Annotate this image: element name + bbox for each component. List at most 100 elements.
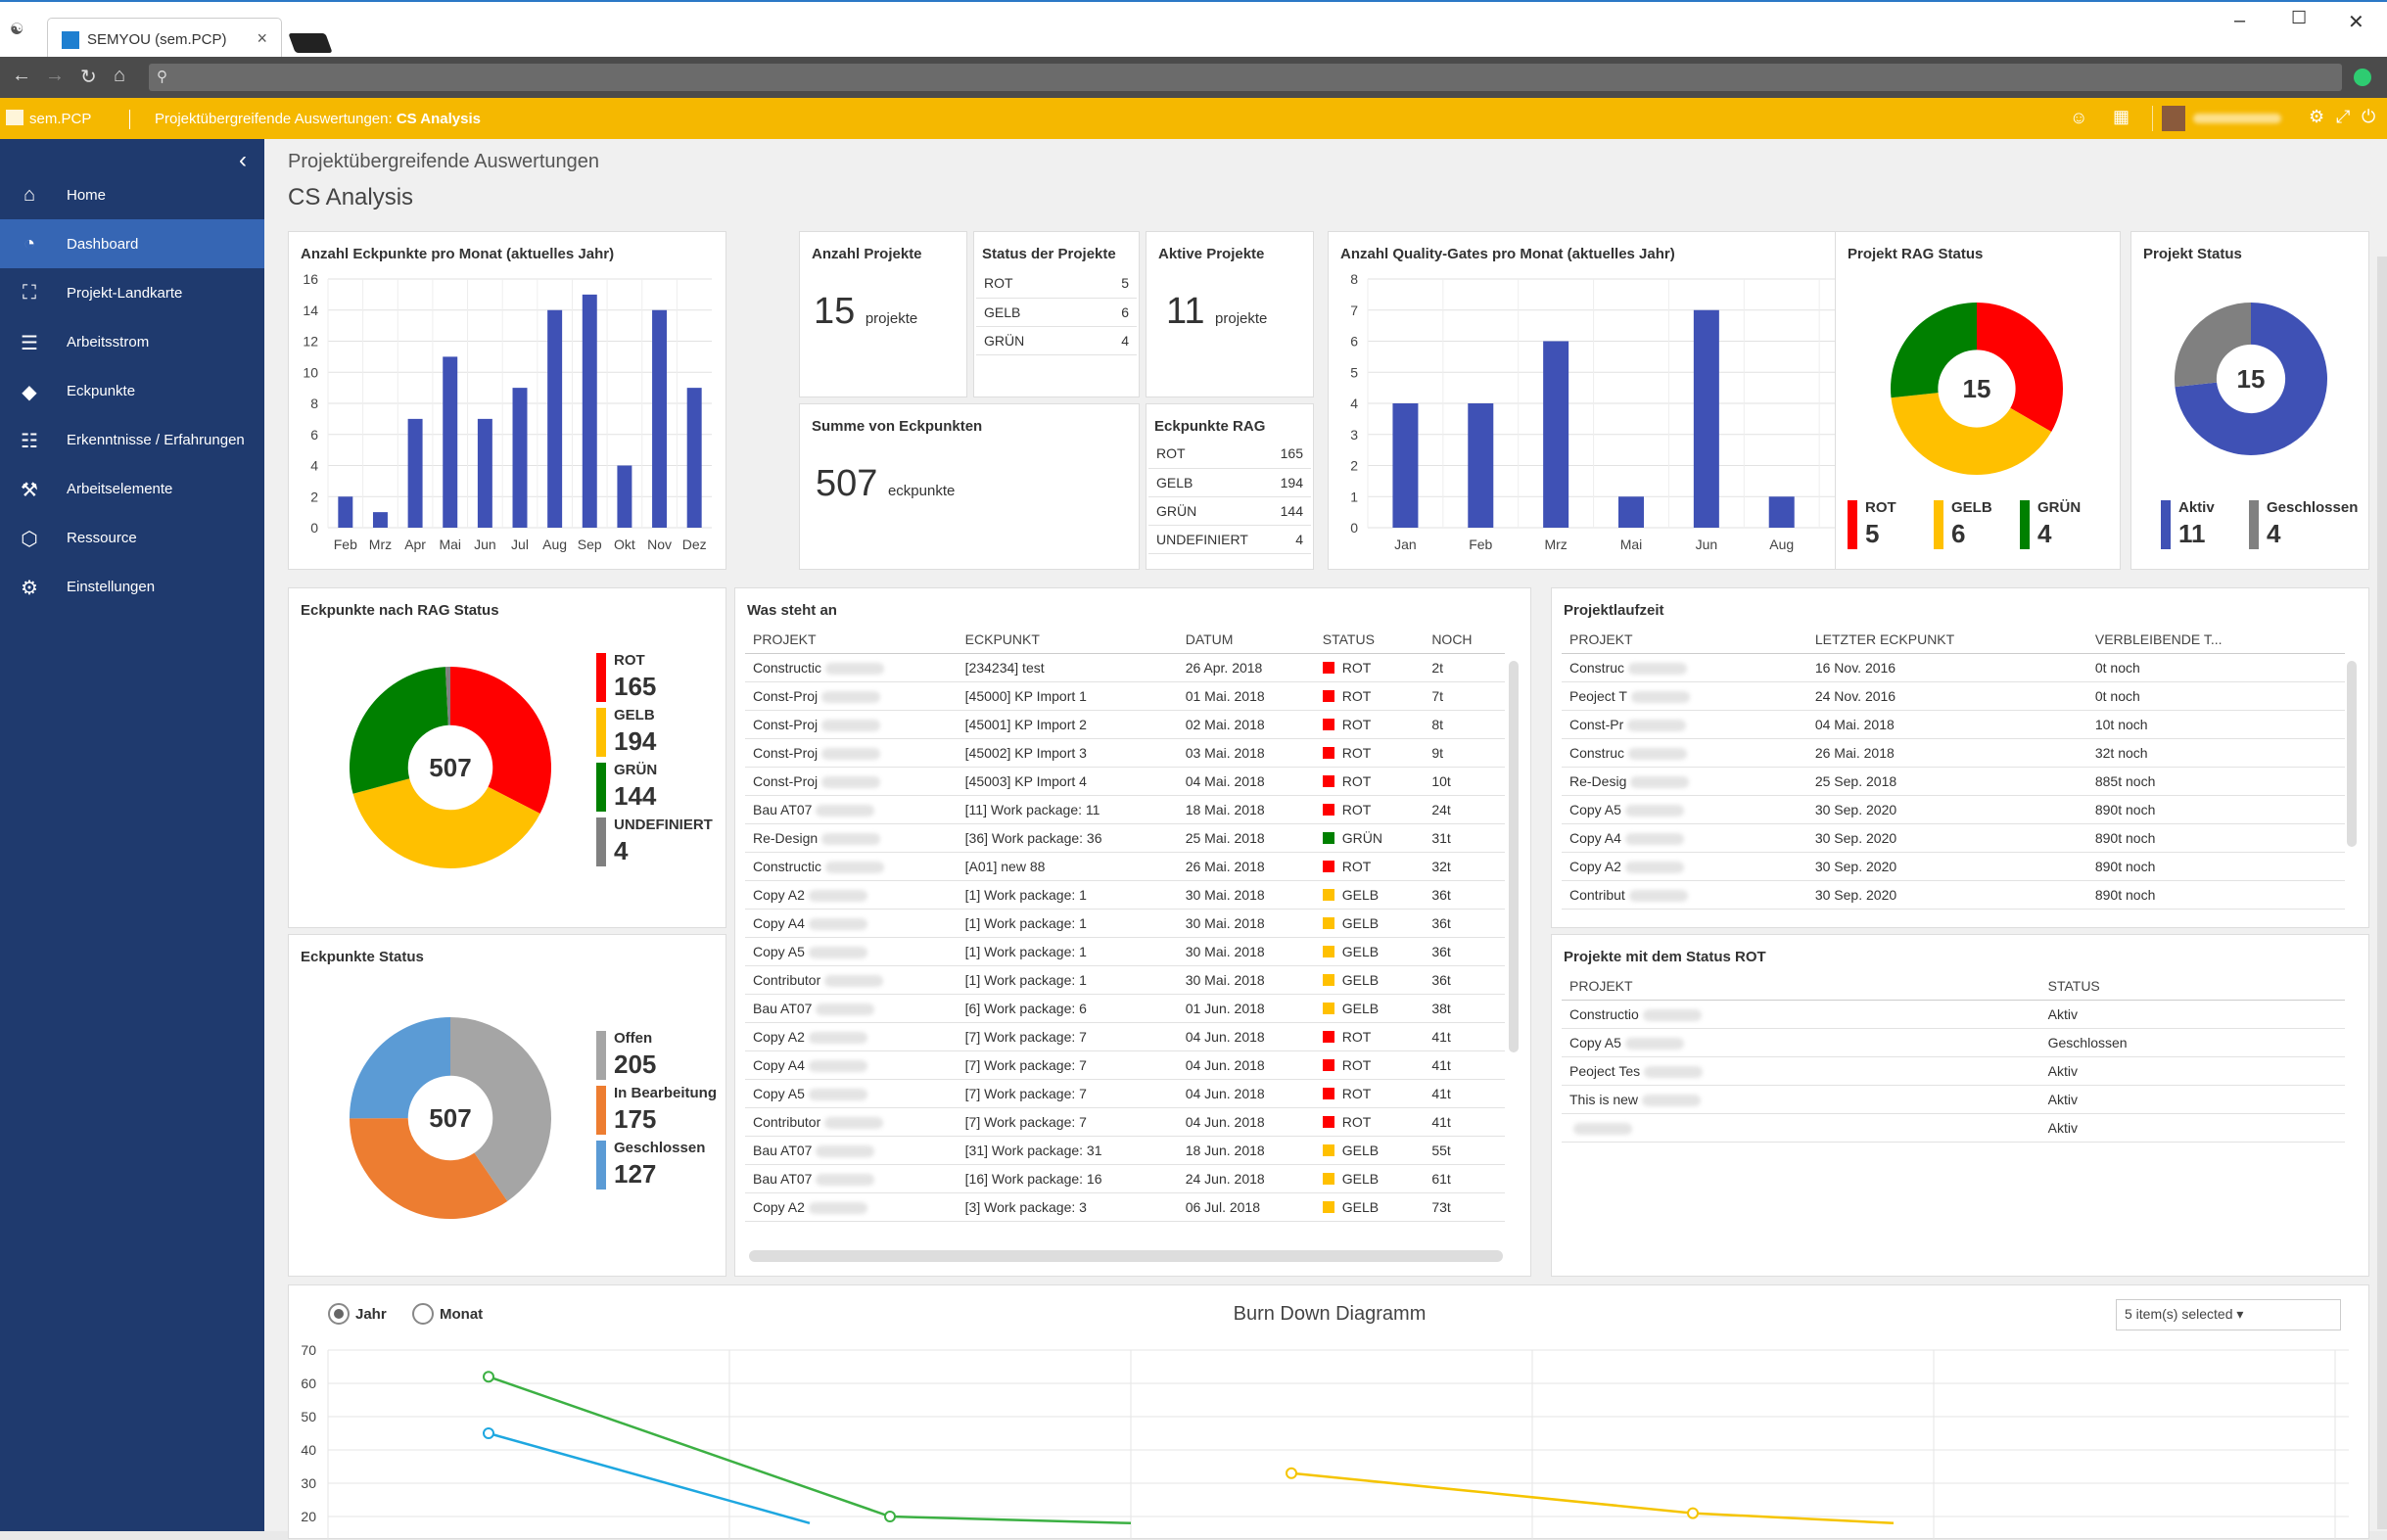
table-cell: 41t bbox=[1424, 1022, 1505, 1051]
column-header[interactable]: PROJEKT bbox=[745, 626, 958, 654]
card-eckpunkte-per-month: Anzahl Eckpunkte pro Monat (aktuelles Ja… bbox=[288, 231, 726, 570]
table-row[interactable]: Copy A4 [1] Work package: 1 30 Mai. 2018 GE… bbox=[745, 909, 1505, 938]
column-header[interactable]: NOCH bbox=[1424, 626, 1505, 654]
column-header[interactable]: STATUS bbox=[2039, 972, 2345, 1001]
table-row[interactable]: Contributor [7] Work package: 7 04 Jun. 20… bbox=[745, 1107, 1505, 1137]
column-header[interactable]: PROJEKT bbox=[1562, 972, 2040, 1001]
user-name[interactable] bbox=[2193, 114, 2281, 123]
reload-icon[interactable]: ↻ bbox=[80, 67, 97, 88]
table-row[interactable]: Re-Desig 25 Sep. 2018 885t noch bbox=[1562, 767, 2345, 796]
table-row[interactable]: Constructic [234234] test 26 Apr. 2018 ROT 2… bbox=[745, 653, 1505, 682]
table-row[interactable]: Copy A2 [1] Work package: 1 30 Mai. 2018 GE… bbox=[745, 880, 1505, 910]
incognito-icon[interactable]: ☯ bbox=[10, 22, 24, 38]
table-row[interactable]: Copy A5 [7] Work package: 7 04 Jun. 2018 RO… bbox=[745, 1079, 1505, 1108]
collapse-sidebar-icon[interactable]: ‹ bbox=[239, 147, 247, 173]
redacted-text bbox=[1624, 862, 1684, 874]
status-square-icon bbox=[1322, 974, 1334, 986]
column-header[interactable]: ECKPUNKT bbox=[957, 626, 1178, 654]
table-row[interactable]: Const-Proj [45002] KP Import 3 03 Mai. 201… bbox=[745, 738, 1505, 768]
table-row[interactable]: Copy A5 [1] Work package: 1 30 Mai. 2018 GE… bbox=[745, 937, 1505, 966]
table-row[interactable]: Construc 26 Mai. 2018 32t noch bbox=[1562, 738, 2345, 768]
column-header[interactable]: VERBLEIBENDE T... bbox=[2086, 626, 2345, 654]
table-cell: Const-Proj bbox=[745, 681, 958, 711]
table-row[interactable]: Contributor [1] Work package: 1 30 Mai. 20… bbox=[745, 965, 1505, 995]
table-row[interactable]: Const-Pr 04 Mai. 2018 10t noch bbox=[1562, 710, 2345, 739]
table-row[interactable]: Const-Proj [45000] KP Import 1 01 Mai. 201… bbox=[745, 681, 1505, 711]
address-input[interactable]: ⚲ bbox=[149, 64, 2342, 91]
table-row[interactable]: This is new Aktiv bbox=[1562, 1085, 2345, 1114]
cell-text: [36] Work package: 36 bbox=[964, 830, 1102, 846]
minimize-icon[interactable]: – bbox=[2234, 10, 2246, 31]
table-row[interactable]: Construc 16 Nov. 2016 0t noch bbox=[1562, 653, 2345, 682]
vertical-scrollbar[interactable] bbox=[2347, 661, 2357, 847]
table-cell: Copy A2 bbox=[745, 880, 958, 910]
maximize-icon[interactable]: ☐ bbox=[2291, 8, 2308, 27]
sidebar-item[interactable]: ◆ Eckpunkte bbox=[0, 366, 264, 415]
breadcrumb-prefix[interactable]: Projektübergreifende Auswertungen: bbox=[155, 111, 393, 127]
sidebar-item[interactable]: ☰ Arbeitsstrom bbox=[0, 317, 264, 366]
forward-icon[interactable]: → bbox=[45, 65, 65, 86]
sidebar-item[interactable]: ⚙ Einstellungen bbox=[0, 562, 264, 611]
table-row[interactable]: Copy A2 [7] Work package: 7 04 Jun. 2018 RO… bbox=[745, 1022, 1505, 1051]
table-header-row: PROJEKT ECKPUNKT DATUM STATUS NOCH bbox=[745, 626, 1505, 654]
card-burndown: Jahr Monat Burn Down Diagramm 5 item(s) … bbox=[288, 1284, 2369, 1540]
table-row[interactable]: Peoject Tes Aktiv bbox=[1562, 1056, 2345, 1086]
sidebar-item[interactable]: ⛶ Projekt-Landkarte bbox=[0, 268, 264, 317]
settings-gear-icon[interactable]: ⚙ bbox=[2309, 107, 2325, 126]
horizontal-scrollbar[interactable] bbox=[749, 1250, 1503, 1262]
sidebar-item[interactable]: ◔ Dashboard bbox=[0, 219, 264, 268]
legend-label: ROT bbox=[1865, 499, 1896, 516]
table-row: GRÜN 144 bbox=[1148, 496, 1311, 526]
page-scrollbar[interactable] bbox=[2377, 257, 2387, 1529]
table-row[interactable]: Re-Design [36] Work package: 36 25 Mai. 20… bbox=[745, 823, 1505, 853]
table-row[interactable]: Contribut 30 Sep. 2020 890t noch bbox=[1562, 880, 2345, 910]
new-tab-button[interactable] bbox=[288, 33, 333, 53]
smiley-icon[interactable]: ☺ bbox=[2070, 108, 2088, 127]
sidebar-item[interactable]: ⚒ Arbeitselemente bbox=[0, 464, 264, 513]
series-select[interactable]: 5 item(s) selected ▾ bbox=[2116, 1299, 2341, 1330]
layers-icon: ⬡ bbox=[21, 529, 38, 550]
table-row[interactable]: Copy A5 Geschlossen bbox=[1562, 1028, 2345, 1057]
table-row[interactable]: Copy A5 30 Sep. 2020 890t noch bbox=[1562, 795, 2345, 824]
table-row[interactable]: Const-Proj [45001] KP Import 2 02 Mai. 201… bbox=[745, 710, 1505, 739]
table-row[interactable]: Copy A4 [7] Work package: 7 04 Jun. 2018 RO… bbox=[745, 1050, 1505, 1080]
column-header[interactable]: LETZTER ECKPUNKT bbox=[1806, 626, 2087, 654]
table-row[interactable]: Bau AT07 [11] Work package: 11 18 Mai. 201… bbox=[745, 795, 1505, 824]
close-window-icon[interactable]: ✕ bbox=[2348, 12, 2364, 33]
back-icon[interactable]: ← bbox=[12, 65, 31, 86]
sidebar-item[interactable]: ⬡ Ressource bbox=[0, 513, 264, 562]
table-row[interactable]: Copy A2 [3] Work package: 3 06 Jul. 2018 GE… bbox=[745, 1192, 1505, 1222]
extension-icon[interactable] bbox=[2354, 69, 2371, 86]
cell-text: GELB bbox=[1341, 972, 1380, 988]
avatar[interactable] bbox=[2162, 106, 2185, 131]
cell-text: [1] Work package: 1 bbox=[964, 972, 1087, 988]
table-row[interactable]: Bau AT07 [31] Work package: 31 18 Jun. 201… bbox=[745, 1136, 1505, 1165]
table-row[interactable]: Peoject T 24 Nov. 2016 0t noch bbox=[1562, 681, 2345, 711]
tab-close-icon[interactable]: × bbox=[257, 28, 267, 48]
table-row[interactable]: Bau AT07 [6] Work package: 6 01 Jun. 2018 G… bbox=[745, 994, 1505, 1023]
browser-tab[interactable]: SEMYOU (sem.PCP) × bbox=[47, 18, 282, 59]
sidebar-item[interactable]: ⌂ Home bbox=[0, 170, 264, 219]
column-header[interactable]: STATUS bbox=[1314, 626, 1425, 654]
column-header[interactable]: DATUM bbox=[1177, 626, 1315, 654]
home-browser-icon[interactable]: ⌂ bbox=[114, 65, 126, 86]
table-row[interactable]: Copy A2 30 Sep. 2020 890t noch bbox=[1562, 852, 2345, 881]
apps-grid-icon[interactable]: ▦ bbox=[2113, 107, 2130, 126]
table-row[interactable]: Constructic [A01] new 88 26 Mai. 2018 ROT 32… bbox=[745, 852, 1505, 881]
power-icon[interactable]: ⏻ bbox=[2362, 107, 2376, 126]
app-brand[interactable]: sem.PCP bbox=[29, 111, 92, 127]
table-row[interactable]: Const-Proj [45003] KP Import 4 04 Mai. 201… bbox=[745, 767, 1505, 796]
cell-text: 31t bbox=[1431, 830, 1451, 846]
table-row[interactable]: Constructio Aktiv bbox=[1562, 1000, 2345, 1029]
sidebar-item[interactable]: ☷ Erkenntnisse / Erfahrungen bbox=[0, 415, 264, 464]
table-row[interactable]: Copy A4 30 Sep. 2020 890t noch bbox=[1562, 823, 2345, 853]
vertical-scrollbar[interactable] bbox=[1509, 661, 1519, 1052]
cell-text: ROT bbox=[1341, 660, 1372, 676]
cell-text: 73t bbox=[1431, 1199, 1451, 1215]
column-header[interactable]: PROJEKT bbox=[1562, 626, 1807, 654]
table-cell: Aktiv bbox=[2039, 1056, 2345, 1086]
table-row[interactable]: Bau AT07 [16] Work package: 16 24 Jun. 201… bbox=[745, 1164, 1505, 1193]
table-row[interactable]: Aktiv bbox=[1562, 1113, 2345, 1143]
fullscreen-icon[interactable]: ⤢ bbox=[2336, 107, 2351, 126]
table-cell: 30 Sep. 2020 bbox=[1806, 852, 2087, 881]
